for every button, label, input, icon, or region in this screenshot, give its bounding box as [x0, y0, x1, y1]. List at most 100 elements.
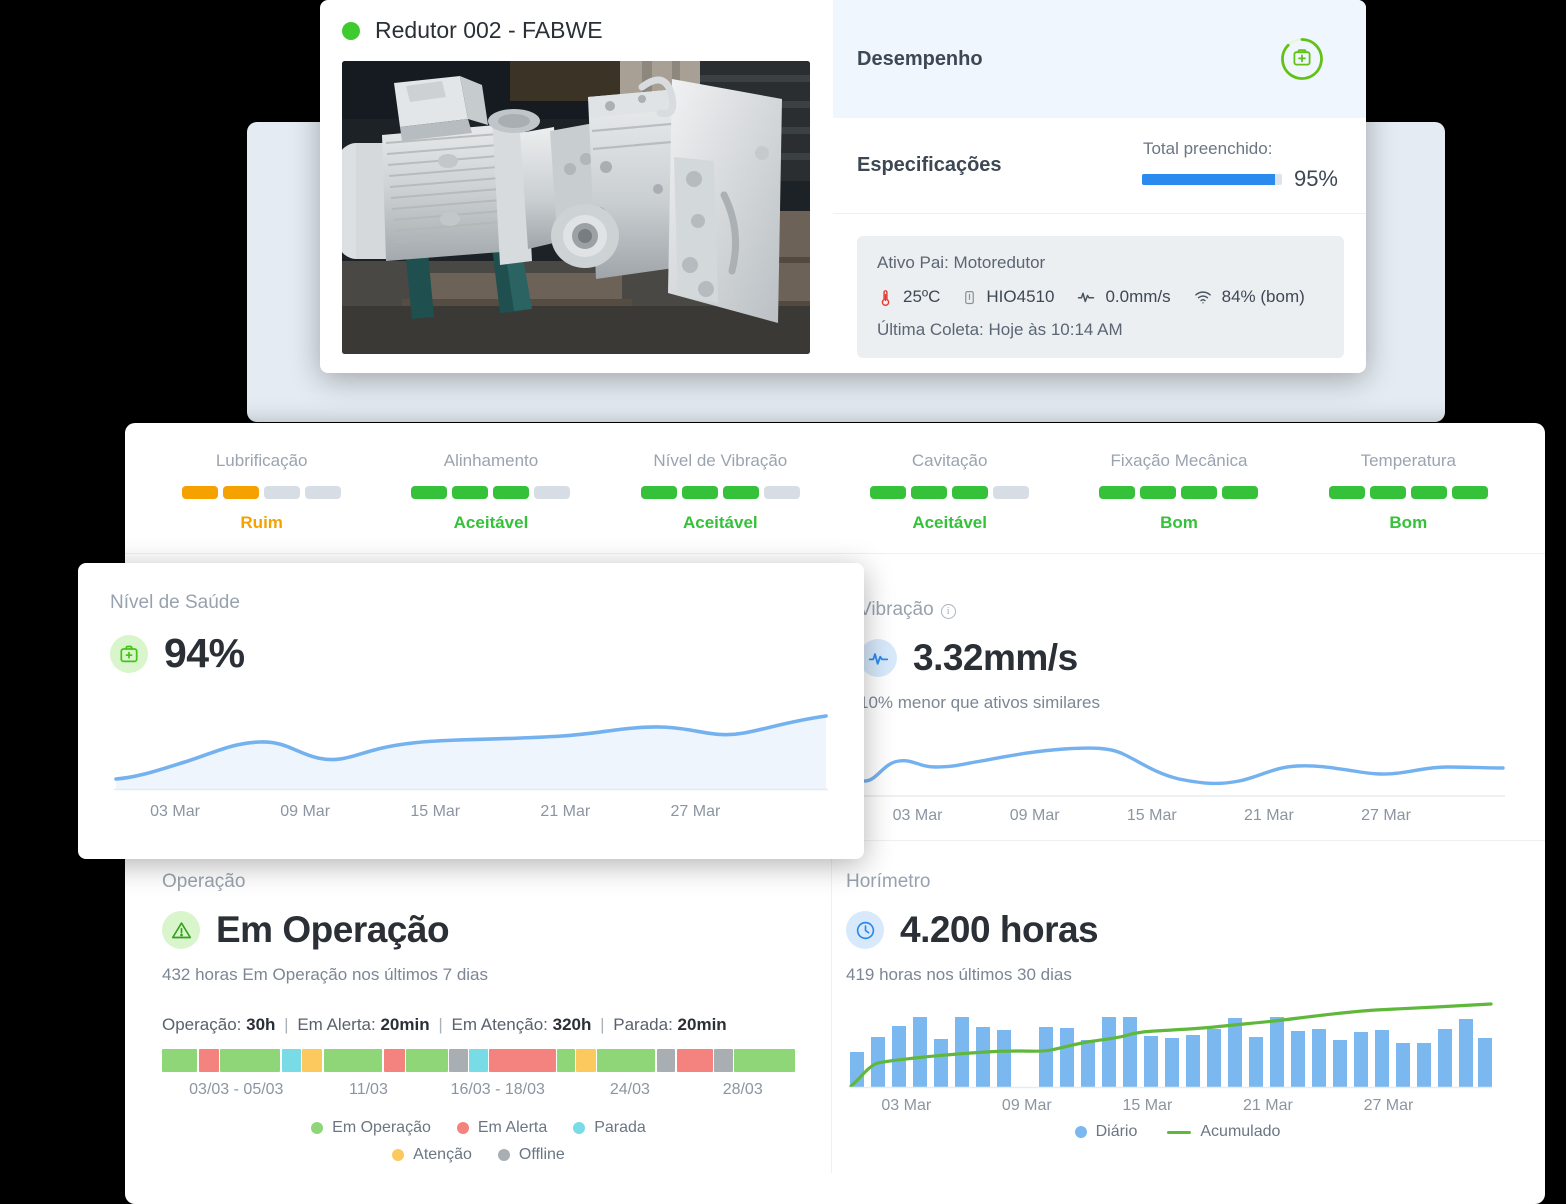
legend-label: Acumulado: [1200, 1123, 1281, 1140]
vibration-chart-svg: [863, 746, 1505, 797]
stat-separator: |: [600, 1015, 605, 1034]
stat-name: Operação: [162, 1015, 237, 1034]
stat-value: 30h: [246, 1015, 276, 1034]
metrics-row: Vibração i 3.32mm/s 10% menor que ativos …: [125, 554, 1545, 840]
legend-line: [1167, 1130, 1192, 1134]
vibration-value: 3.32mm/s: [913, 637, 1078, 678]
indicator-title: Fixação Mecânica: [1110, 451, 1248, 470]
hourmeter-chart-svg: [849, 1002, 1493, 1089]
operation-panel: Operação Em Operação 432 horas Em Operaç…: [125, 841, 831, 1173]
asset-photo[interactable]: [342, 61, 810, 354]
metric-signal: 84% (bom): [1193, 287, 1305, 307]
indicator-status: Bom: [1389, 513, 1428, 532]
indicator-status: Ruim: [240, 513, 283, 532]
indicator-fixacao-mecanica[interactable]: Fixação Mecânica Bom: [1064, 451, 1293, 533]
thermometer-icon: [881, 289, 890, 306]
pip: [763, 486, 800, 499]
pip: [1222, 486, 1259, 499]
stat-name: Em Atenção: [451, 1015, 544, 1034]
pip: [993, 486, 1030, 499]
stat-separator: |: [284, 1015, 289, 1034]
fill-progress-value: [1141, 173, 1275, 185]
legend-dot: [573, 1122, 586, 1134]
indicator-status: Bom: [1160, 513, 1198, 532]
indicator-pips: [835, 486, 1064, 499]
specifications-row: Especificações Total preenchido: 95%: [833, 118, 1366, 214]
axis-tick: 21 Mar: [540, 803, 591, 820]
metric-value: 25ºC: [903, 287, 941, 306]
timeline-tick: 11/03: [348, 1081, 388, 1098]
axis-tick: 15 Mar: [1126, 807, 1177, 824]
indicator-pips: [606, 486, 835, 499]
indicator-lubrificacao[interactable]: Lubrificação Ruim: [147, 451, 376, 533]
timeline-segment: [557, 1049, 575, 1072]
pip: [534, 486, 571, 499]
health-sparkline: 03 Mar 09 Mar 15 Mar 21 Mar 27 Mar: [110, 703, 832, 821]
operation-legend: Em Operação Em Alerta Parada: [162, 1119, 795, 1164]
timeline-segment: [734, 1049, 795, 1072]
pip: [264, 486, 301, 499]
info-icon[interactable]: i: [940, 604, 956, 619]
indicator-status: Aceitável: [453, 513, 529, 532]
axis-tick: 27 Mar: [1361, 807, 1411, 824]
axis-tick-pad: [1449, 1097, 1509, 1115]
health-kit-ring-icon: [1281, 38, 1323, 80]
legend-dot: [311, 1122, 324, 1134]
specifications-label: Especificações: [857, 154, 1002, 176]
health-value-row: 94%: [110, 630, 832, 677]
stat-separator: |: [438, 1015, 443, 1034]
timeline-segment: [469, 1049, 488, 1072]
condition-indicators: Lubrificação Ruim Alinhamento Aceitáv: [125, 423, 1545, 554]
pip: [305, 486, 342, 499]
performance-label: Desempenho: [857, 47, 983, 70]
legend-label: Em Alerta: [477, 1119, 548, 1136]
indicator-pips: [1064, 486, 1293, 499]
health-kit-icon: [110, 634, 148, 673]
legend-label: Offline: [518, 1146, 565, 1163]
axis-tick: 15 Mar: [1122, 1097, 1173, 1114]
timeline-segment: [656, 1049, 676, 1072]
axis-tick: 03 Mar: [881, 1097, 932, 1114]
legend-item-atencao: Atenção: [392, 1146, 472, 1164]
asset-details-box: Ativo Pai: Motoredutor 25ºC: [857, 236, 1344, 358]
operation-timeline[interactable]: [162, 1049, 795, 1072]
wifi-signal-icon: [1194, 291, 1211, 304]
axis-tick: 15 Mar: [410, 803, 461, 820]
vibration-panel: Vibração i 3.32mm/s 10% menor que ativos …: [845, 554, 1545, 840]
fill-progress-block: Total preenchido: 95%: [1141, 139, 1338, 192]
timeline-segment: [220, 1049, 281, 1072]
legend-label: Parada: [594, 1119, 646, 1136]
performance-health-icon[interactable]: [1279, 36, 1325, 82]
legend-dot: [497, 1149, 510, 1161]
indicator-alinhamento[interactable]: Alinhamento Aceitável: [376, 451, 605, 533]
indicator-pips: [147, 486, 376, 499]
pip: [1410, 486, 1447, 499]
vibration-value-row: 3.32mm/s: [859, 637, 1509, 679]
timeline-segment: [576, 1049, 596, 1072]
indicator-cavitacao[interactable]: Cavitação Aceitável: [835, 451, 1064, 533]
vibration-note: 10% menor que ativos similares: [859, 693, 1100, 712]
indicator-title: Cavitação: [911, 451, 988, 470]
legend-item-em-alerta: Em Alerta: [456, 1119, 548, 1137]
hourmeter-value: 4.200 horas: [900, 909, 1099, 950]
timeline-segment: [597, 1049, 656, 1072]
vibration-label-wrap: Vibração i: [859, 599, 1509, 621]
indicator-status: Aceitável: [682, 513, 758, 532]
stat-value: 320h: [552, 1015, 592, 1034]
timeline-ticks: 03/03 - 05/03 11/03 16/03 - 18/03 24/03 …: [162, 1081, 795, 1099]
axis-tick: 27 Mar: [1363, 1097, 1414, 1114]
operation-status-row: Em Operação: [162, 909, 795, 951]
indicator-temperatura[interactable]: Temperatura Bom: [1294, 451, 1523, 533]
pip: [182, 486, 219, 499]
axis-tick: 09 Mar: [1001, 1097, 1052, 1114]
pip: [1099, 486, 1136, 499]
indicator-nivel-de-vibracao[interactable]: Nível de Vibração Aceitável: [606, 451, 835, 533]
pip: [681, 486, 718, 499]
sensor-device-icon: [965, 290, 975, 304]
axis-tick: 21 Mar: [1243, 1097, 1293, 1114]
timeline-tick: 16/03 - 18/03: [450, 1081, 545, 1098]
legend-label: Diário: [1095, 1123, 1138, 1140]
timeline-segment: [302, 1049, 323, 1072]
indicator-pips: [1294, 486, 1523, 499]
parent-asset-line: Ativo Pai: Motoredutor: [877, 253, 1046, 272]
